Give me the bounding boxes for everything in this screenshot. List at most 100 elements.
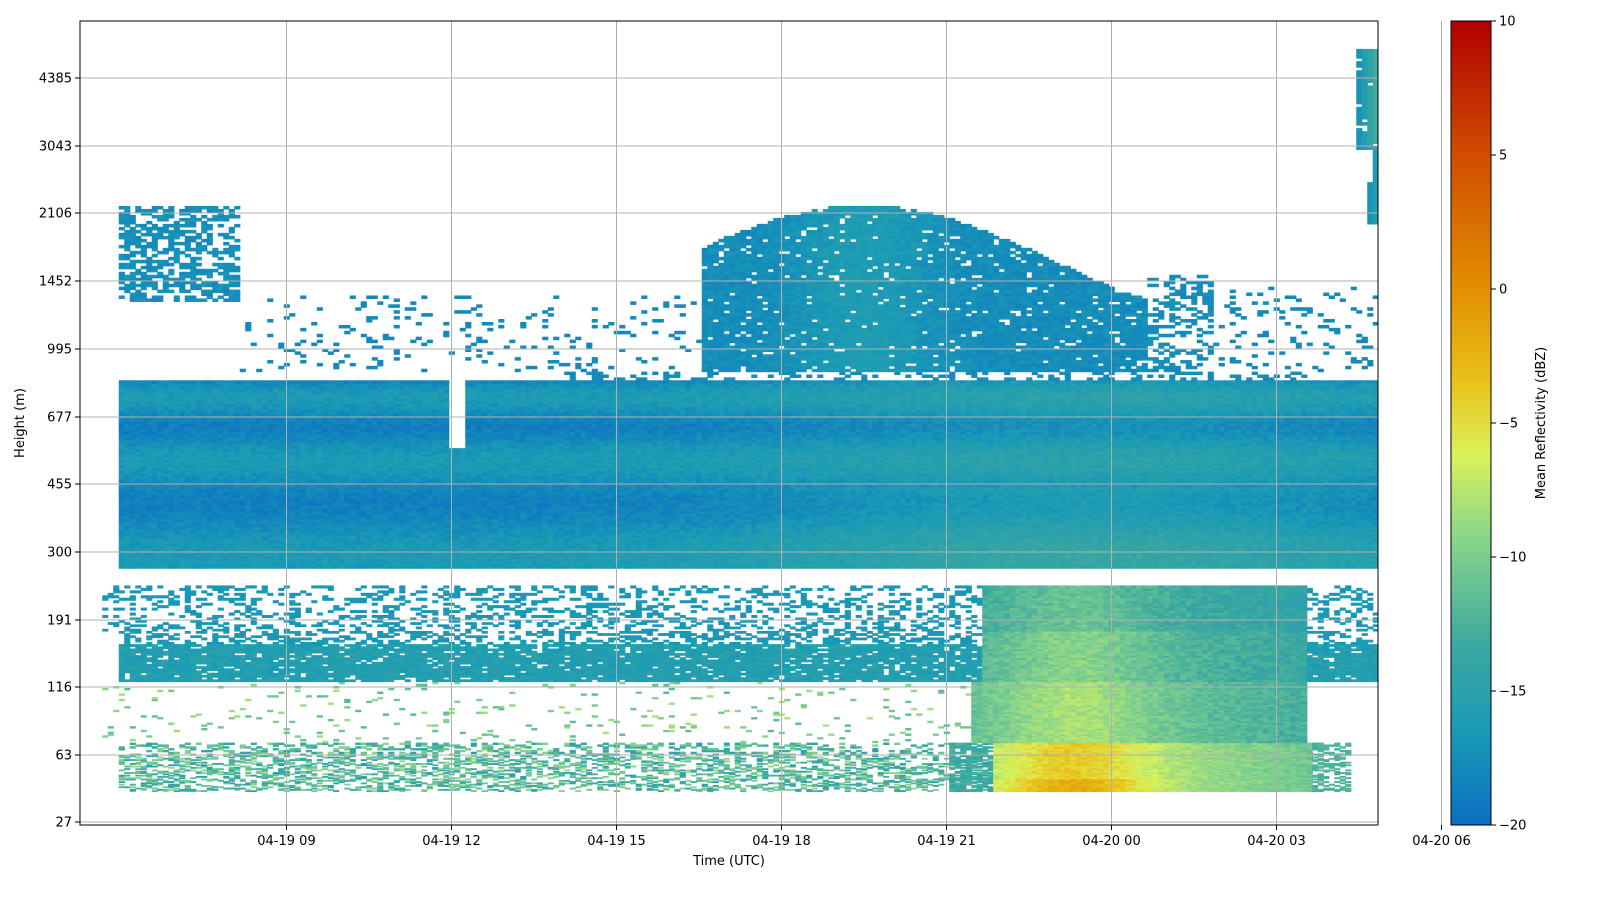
heatmap-cell xyxy=(130,635,136,638)
heatmap-cell xyxy=(135,380,141,383)
heatmap-cell xyxy=(168,690,174,692)
heatmap-cell xyxy=(141,260,147,264)
heatmap-cell xyxy=(163,651,169,654)
heatmap-cell xyxy=(130,595,136,598)
heatmap-cell xyxy=(135,251,141,255)
heatmap-cell xyxy=(157,744,163,746)
heatmap-cell xyxy=(124,633,130,636)
heatmap-cell xyxy=(124,772,130,774)
heatmap-cell xyxy=(152,633,158,636)
heatmap-cell xyxy=(119,254,125,258)
heatmap-cell xyxy=(163,595,169,598)
heatmap-cell xyxy=(163,786,169,788)
heatmap-cell xyxy=(135,744,141,746)
heatmap-cell xyxy=(168,781,174,783)
heatmap-cell xyxy=(157,764,163,766)
heatmap-cell xyxy=(141,209,147,213)
heatmap-cell xyxy=(146,380,152,383)
heatmap-cell xyxy=(152,769,158,771)
heatmap-cell xyxy=(119,206,125,210)
heatmap-cell xyxy=(124,230,130,234)
heatmap-cell xyxy=(157,595,163,598)
heatmap-cell xyxy=(168,590,174,593)
heatmap-cell xyxy=(152,746,158,748)
heatmap-cell xyxy=(141,782,147,784)
heatmap-cell xyxy=(135,768,141,770)
heatmap-cell xyxy=(152,762,158,764)
heatmap-cell xyxy=(146,242,152,246)
heatmap-cell xyxy=(141,588,147,591)
heatmap-cell xyxy=(135,777,141,779)
heatmap-cell xyxy=(163,605,169,608)
heatmap-cell xyxy=(157,640,163,643)
heatmap-cell xyxy=(135,206,141,210)
heatmap-cell xyxy=(135,775,141,777)
heatmap-cell xyxy=(130,739,136,741)
heatmap-cell xyxy=(130,726,136,728)
heatmap-cell xyxy=(157,668,163,671)
heatmap-cell xyxy=(163,766,169,768)
heatmap-cell xyxy=(157,690,163,692)
heatmap-cell xyxy=(113,622,119,625)
heatmap-cell xyxy=(146,657,152,660)
heatmap-cell xyxy=(113,585,119,588)
heatmap-cell xyxy=(152,743,158,745)
heatmap-cell xyxy=(152,608,158,611)
heatmap-cell xyxy=(152,206,158,210)
heatmap-cell xyxy=(124,786,130,788)
heatmap-cell xyxy=(157,215,163,219)
heatmap-cell xyxy=(119,775,125,777)
heatmap-cell xyxy=(163,773,169,775)
heatmap-cell xyxy=(130,649,136,652)
heatmap-cell xyxy=(168,764,174,766)
heatmap-cell xyxy=(141,245,147,249)
heatmap-cell xyxy=(146,785,152,787)
heatmap-cell xyxy=(124,627,130,630)
heatmap-cell xyxy=(163,629,169,632)
heatmap-cell xyxy=(168,723,174,725)
heatmap-cell xyxy=(157,206,163,210)
heatmap-cell xyxy=(119,759,125,761)
heatmap-cell xyxy=(163,209,169,213)
heatmap-cell xyxy=(124,777,130,779)
heatmap-cell xyxy=(146,735,152,737)
heatmap-cell xyxy=(146,631,152,634)
heatmap-cell xyxy=(163,776,169,778)
heatmap-cell xyxy=(146,762,152,764)
heatmap-cell xyxy=(163,744,169,746)
heatmap-cell xyxy=(146,755,152,757)
heatmap-cell xyxy=(130,590,136,593)
heatmap-cell xyxy=(163,224,169,228)
heatmap-cell xyxy=(130,624,136,627)
heatmap-cell xyxy=(119,272,125,276)
heatmap-cell xyxy=(157,605,163,608)
heatmap-cell xyxy=(135,269,141,273)
heatmap-cell xyxy=(163,260,169,264)
heatmap-cell xyxy=(152,790,158,792)
heatmap-cell xyxy=(152,603,158,606)
heatmap-cell xyxy=(157,380,163,383)
heatmap-cell xyxy=(130,215,136,219)
heatmap-cell xyxy=(152,233,158,237)
heatmap-cell xyxy=(168,775,174,777)
heatmap-cell xyxy=(135,629,141,632)
heatmap-cell xyxy=(163,789,169,791)
heatmap-cell xyxy=(152,715,158,717)
heatmap-cell xyxy=(141,644,147,647)
heatmap-cell xyxy=(119,227,125,231)
heatmap-cell xyxy=(146,750,152,752)
heatmap-cell xyxy=(152,759,158,761)
heatmap-cell xyxy=(102,735,108,737)
heatmap-cell xyxy=(168,635,174,638)
heatmap-cell xyxy=(141,715,147,717)
heatmap-cell xyxy=(135,759,141,761)
heatmap-cell xyxy=(113,710,119,712)
heatmap-cell xyxy=(135,638,141,641)
heatmap-cell xyxy=(130,613,136,616)
heatmap-cell xyxy=(124,254,130,258)
heatmap-cell xyxy=(130,260,136,264)
heatmap-cell xyxy=(119,784,125,786)
heatmap-cell xyxy=(141,266,147,270)
heatmap-cell xyxy=(146,779,152,781)
heatmap-cell xyxy=(130,759,136,761)
